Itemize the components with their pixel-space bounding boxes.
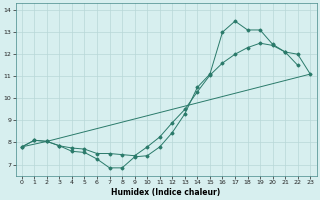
X-axis label: Humidex (Indice chaleur): Humidex (Indice chaleur) — [111, 188, 221, 197]
